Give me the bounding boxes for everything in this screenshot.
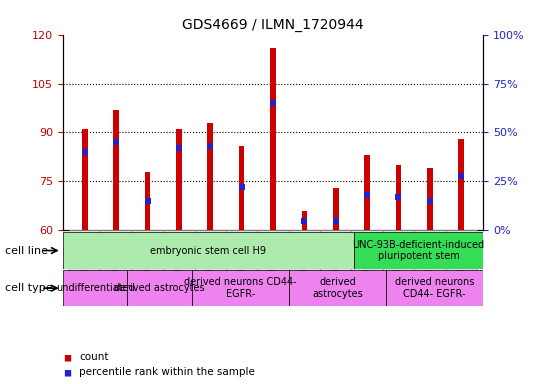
Bar bbox=[301, 211, 307, 230]
Title: GDS4669 / ILMN_1720944: GDS4669 / ILMN_1720944 bbox=[182, 18, 364, 32]
Bar bbox=[69, 230, 100, 282]
Bar bbox=[386, 270, 483, 306]
Text: ◼: ◼ bbox=[63, 352, 71, 362]
Bar bbox=[383, 230, 414, 282]
Bar bbox=[82, 129, 87, 230]
Bar bbox=[333, 188, 339, 230]
Text: GSM997571: GSM997571 bbox=[363, 233, 372, 288]
Bar bbox=[63, 232, 354, 269]
Text: cell line: cell line bbox=[5, 245, 49, 256]
Text: cell type: cell type bbox=[5, 283, 53, 293]
Text: undifferentiated: undifferentiated bbox=[56, 283, 134, 293]
Bar bbox=[132, 230, 163, 282]
Bar bbox=[145, 172, 150, 230]
Bar bbox=[289, 230, 320, 282]
Text: UNC-93B-deficient-induced
pluripotent stem: UNC-93B-deficient-induced pluripotent st… bbox=[353, 240, 485, 262]
Bar bbox=[270, 48, 276, 230]
Bar bbox=[226, 230, 257, 282]
Bar bbox=[176, 129, 182, 230]
Bar bbox=[63, 270, 127, 306]
Text: derived
astrocytes: derived astrocytes bbox=[312, 277, 363, 299]
Text: derived neurons CD44-
EGFR-: derived neurons CD44- EGFR- bbox=[185, 277, 297, 299]
Bar bbox=[396, 165, 401, 230]
Bar bbox=[127, 270, 192, 306]
Bar bbox=[354, 232, 483, 269]
Text: derived astrocytes: derived astrocytes bbox=[115, 283, 205, 293]
Text: GSM997567: GSM997567 bbox=[300, 233, 309, 288]
Bar bbox=[100, 230, 132, 282]
Text: GSM997566: GSM997566 bbox=[269, 233, 277, 288]
Text: GSM997555: GSM997555 bbox=[80, 233, 89, 288]
Text: GSM997556: GSM997556 bbox=[111, 233, 121, 288]
Bar bbox=[192, 270, 289, 306]
Bar bbox=[364, 156, 370, 230]
Text: GSM997572: GSM997572 bbox=[394, 233, 403, 288]
Text: GSM997557: GSM997557 bbox=[143, 233, 152, 288]
Bar bbox=[194, 230, 226, 282]
Text: GSM997569: GSM997569 bbox=[425, 233, 435, 288]
Text: derived neurons
CD44- EGFR-: derived neurons CD44- EGFR- bbox=[395, 277, 474, 299]
Text: GSM997565: GSM997565 bbox=[237, 233, 246, 288]
Text: count: count bbox=[79, 352, 109, 362]
Text: percentile rank within the sample: percentile rank within the sample bbox=[79, 367, 255, 377]
Text: embryonic stem cell H9: embryonic stem cell H9 bbox=[150, 245, 266, 256]
Text: GSM997570: GSM997570 bbox=[457, 233, 466, 288]
Text: ◼: ◼ bbox=[63, 367, 71, 377]
Text: GSM997568: GSM997568 bbox=[331, 233, 340, 288]
Bar bbox=[459, 139, 464, 230]
Bar bbox=[352, 230, 383, 282]
Bar bbox=[257, 230, 289, 282]
Bar bbox=[114, 110, 119, 230]
Bar bbox=[239, 146, 245, 230]
Bar bbox=[320, 230, 352, 282]
Text: GSM997564: GSM997564 bbox=[206, 233, 215, 288]
Bar bbox=[427, 169, 432, 230]
Bar bbox=[163, 230, 194, 282]
Bar bbox=[446, 230, 477, 282]
Bar bbox=[207, 123, 213, 230]
Bar bbox=[289, 270, 386, 306]
Text: GSM997563: GSM997563 bbox=[174, 233, 183, 288]
Bar bbox=[414, 230, 446, 282]
